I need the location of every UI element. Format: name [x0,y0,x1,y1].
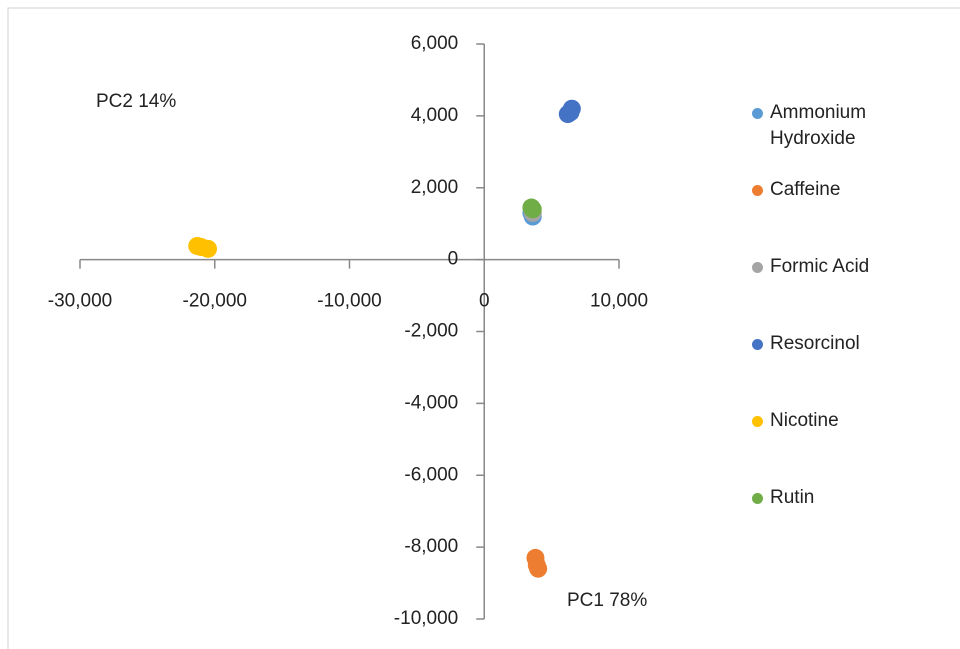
legend-marker [752,185,763,196]
x-tick-label: 10,000 [590,291,648,312]
point [527,556,546,575]
x-axis-annotation: PC1 78% [567,590,647,611]
legend-marker [752,108,763,119]
legend-label: Rutin [770,487,815,508]
legend-item: Resorcinol [752,331,912,408]
legend-item: Caffeine [752,177,912,254]
legend-marker [752,416,763,427]
y-tick-label: -8,000 [404,536,458,557]
point [188,236,207,255]
x-tick-label: -10,000 [317,291,381,312]
legend-item: Rutin [752,485,912,562]
legend-label: Ammonium Hydroxide [770,102,867,149]
legend-label: Caffeine [770,179,841,200]
x-tick-label: 0 [479,291,490,312]
y-tick-label: 6,000 [411,33,459,54]
x-tick-label: -20,000 [183,291,247,312]
chart-frame [7,7,960,649]
legend: Ammonium Hydroxide Caffeine Formic Acid Res… [752,100,912,562]
legend-label: Resorcinol [770,333,860,354]
y-axis-annotation: PC2 14% [96,91,176,112]
legend-item: Formic Acid [752,254,912,331]
y-tick-label: 4,000 [411,105,459,126]
legend-item: Ammonium Hydroxide [752,100,912,177]
legend-marker [752,493,763,504]
y-tick-label: -10,000 [394,608,458,629]
legend-item: Nicotine [752,408,912,485]
y-tick-label: -4,000 [404,392,458,413]
legend-marker [752,339,763,350]
legend-label: Formic Acid [770,256,870,277]
x-tick-label: -30,000 [48,291,112,312]
y-tick-label: 0 [448,249,459,270]
point [523,200,542,219]
legend-marker [752,262,763,273]
point [561,103,580,122]
y-tick-label: -6,000 [404,464,458,485]
y-tick-label: -2,000 [404,321,458,342]
legend-label: Nicotine [770,410,839,431]
y-tick-label: 2,000 [411,177,459,198]
